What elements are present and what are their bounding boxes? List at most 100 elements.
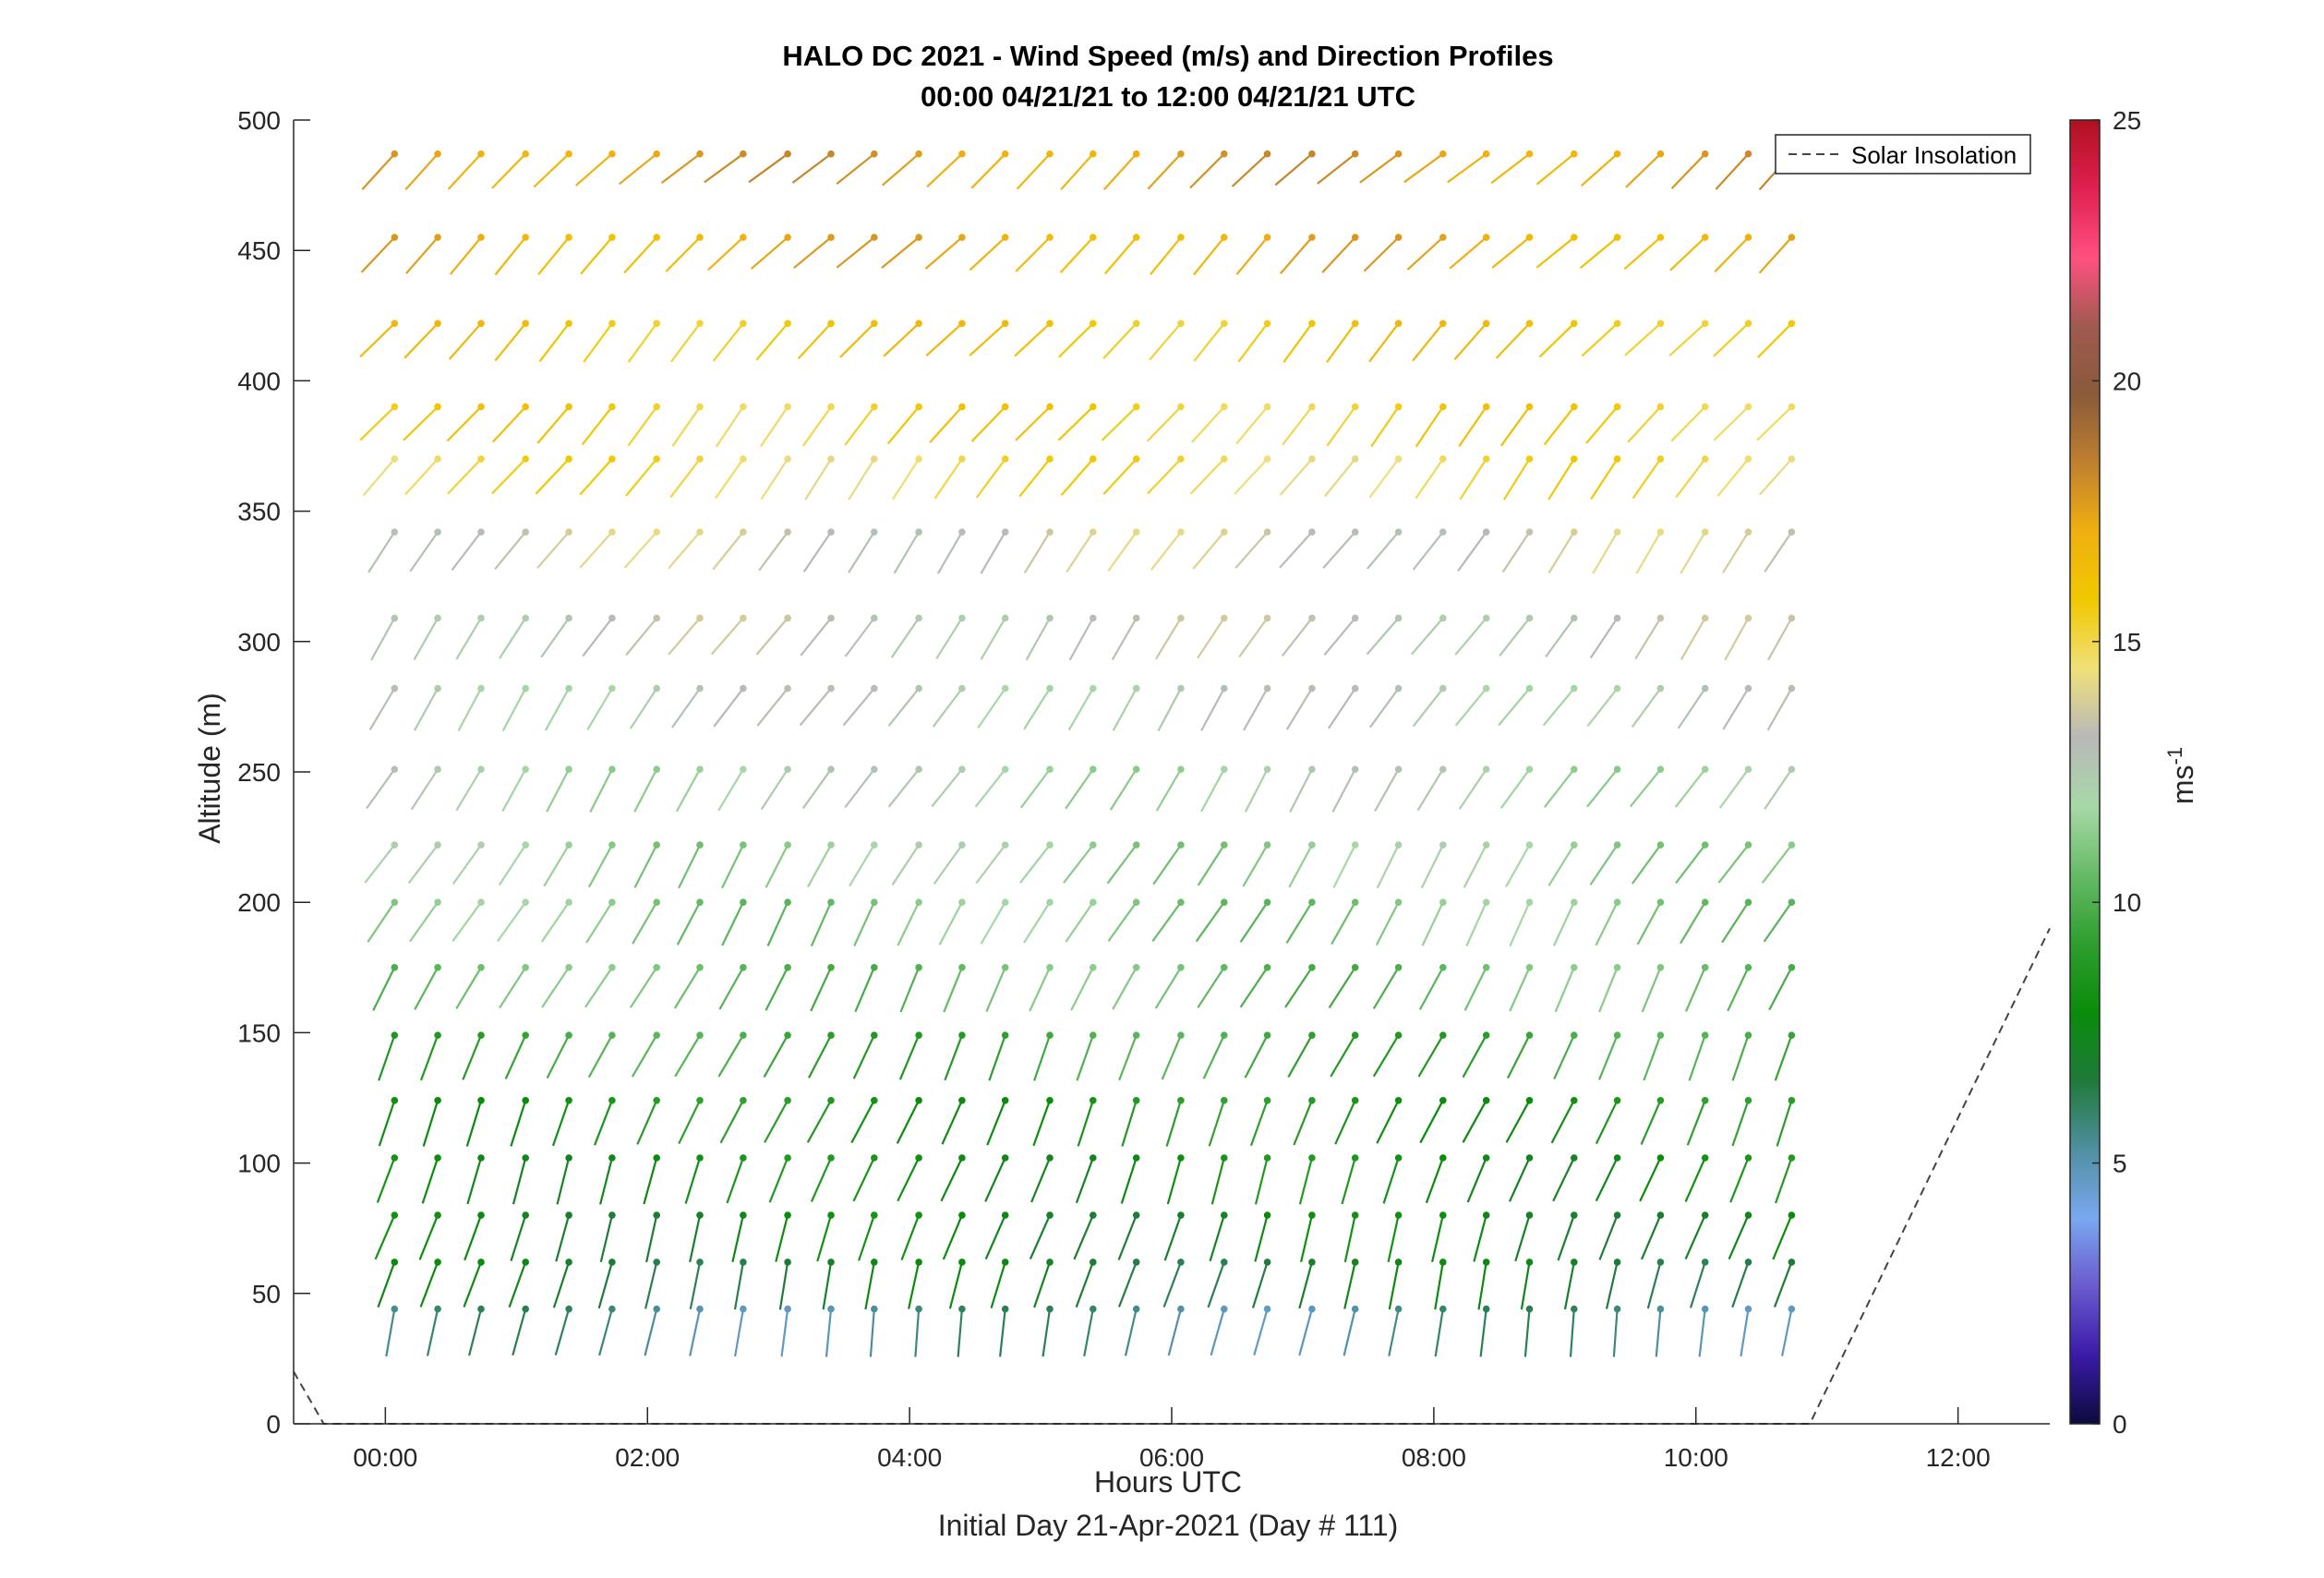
wind-arrow (864, 1261, 875, 1310)
wind-arrow (1458, 768, 1487, 810)
wind-arrow-head (1351, 1211, 1359, 1219)
wind-arrow (1121, 1100, 1138, 1147)
wind-arrow-head (1701, 455, 1709, 463)
wind-arrow-head (1788, 614, 1796, 622)
wind-arrow-head (1132, 319, 1140, 328)
wind-arrow (1251, 1261, 1269, 1308)
wind-arrow-head (1439, 765, 1447, 773)
wind-arrow (1015, 236, 1051, 272)
wind-arrow (593, 1100, 613, 1146)
wind-arrow-head (1744, 765, 1752, 773)
wind-arrow (883, 322, 920, 357)
wind-arrow (1499, 617, 1531, 656)
wind-arrow-head (1001, 455, 1009, 463)
wind-arrow (623, 236, 658, 274)
wind-arrow (1289, 768, 1313, 813)
wind-arrow (536, 531, 570, 570)
wind-arrow-head (1090, 528, 1097, 536)
wind-arrow-head (1351, 319, 1359, 328)
wind-arrow-head (1525, 964, 1534, 971)
wind-arrow-head (1263, 319, 1271, 328)
wind-arrow (678, 1100, 701, 1145)
wind-arrow-head (477, 614, 485, 622)
wind-arrow-head (1090, 614, 1097, 622)
wind-arrow (1463, 844, 1487, 888)
wind-arrow (629, 687, 658, 729)
wind-arrow-head (522, 1211, 529, 1219)
wind-arrow-head (1177, 684, 1185, 693)
wind-arrow (924, 236, 963, 270)
wind-arrow-head (477, 1154, 485, 1162)
wind-arrow-head (1394, 898, 1403, 906)
wind-arrow-head (1482, 319, 1490, 328)
wind-arrow-head (1394, 1211, 1403, 1219)
wind-arrow (806, 1100, 832, 1143)
wind-arrow (1636, 901, 1662, 946)
wind-arrow (943, 967, 963, 1013)
wind-arrow (1029, 1214, 1052, 1260)
wind-arrow (1757, 322, 1793, 358)
wind-arrow-head (1571, 528, 1578, 536)
wind-arrow (848, 531, 875, 573)
wind-arrow-head (1701, 1154, 1709, 1162)
wind-arrow-head (1177, 614, 1185, 622)
wind-arrow-head (915, 1259, 922, 1266)
wind-arrow (1553, 1034, 1575, 1080)
wind-arrow-head (1046, 1031, 1054, 1039)
wind-arrow-head (1132, 964, 1140, 971)
wind-arrow-head (653, 765, 660, 773)
wind-arrow-head (565, 964, 572, 971)
wind-arrow (1419, 1100, 1444, 1144)
wind-arrow (849, 844, 875, 887)
wind-arrow-head (1525, 403, 1534, 411)
wind-arrow (1420, 844, 1444, 889)
wind-arrow-head (1132, 234, 1140, 241)
wind-arrow (1505, 1100, 1531, 1143)
wind-arrow (1111, 617, 1138, 661)
wind-arrow-head (653, 1097, 660, 1104)
y-tick-label: 500 (237, 106, 281, 135)
wind-arrow (689, 1308, 702, 1356)
wind-arrow-head (1613, 1154, 1621, 1162)
wind-arrow-head (1744, 1259, 1752, 1266)
wind-arrow (712, 531, 744, 571)
wind-arrow-head (1132, 1259, 1140, 1266)
wind-arrow (1684, 967, 1706, 1012)
wind-arrow (599, 1157, 613, 1205)
wind-arrow-head (915, 1305, 922, 1313)
wind-arrow-head (784, 614, 791, 622)
wind-arrow-head (696, 841, 704, 849)
wind-arrow (689, 1214, 702, 1263)
wind-arrow (1254, 1157, 1269, 1205)
wind-arrow (1545, 617, 1575, 658)
wind-arrow-head (1788, 841, 1796, 849)
wind-arrow-head (696, 1031, 704, 1039)
wind-arrow (543, 844, 571, 887)
wind-arrow (1388, 1261, 1400, 1310)
wind-arrow-head (1571, 403, 1578, 411)
wind-arrow-head (391, 455, 399, 463)
wind-arrow (1298, 1157, 1313, 1205)
wind-arrow-head (1571, 234, 1578, 241)
wind-arrow (1491, 236, 1531, 269)
wind-arrow-head (1744, 234, 1752, 241)
wind-arrow (446, 405, 482, 442)
wind-arrow (457, 688, 482, 732)
wind-arrow (1370, 405, 1400, 448)
y-tick-label: 150 (237, 1018, 281, 1047)
wind-arrow (361, 152, 396, 190)
wind-arrow-head (1263, 898, 1271, 906)
wind-arrow-head (653, 234, 660, 241)
legend-entry-solar-insolation: Solar Insolation (1851, 141, 2017, 169)
wind-arrow-head (915, 403, 922, 411)
wind-arrow-head (958, 614, 966, 622)
wind-arrow-head (477, 1031, 485, 1039)
x-axis-label-secondary: Initial Day 21-Apr-2021 (Day # 111) (938, 1509, 1399, 1542)
wind-arrow (1520, 1261, 1531, 1310)
wind-arrow (944, 1034, 963, 1081)
wind-arrow-head (1482, 1211, 1490, 1219)
wind-arrow-head (565, 1259, 572, 1266)
wind-arrow-head (1394, 1031, 1403, 1039)
wind-arrow-head (1308, 684, 1316, 693)
wind-arrow-head (565, 1305, 572, 1313)
